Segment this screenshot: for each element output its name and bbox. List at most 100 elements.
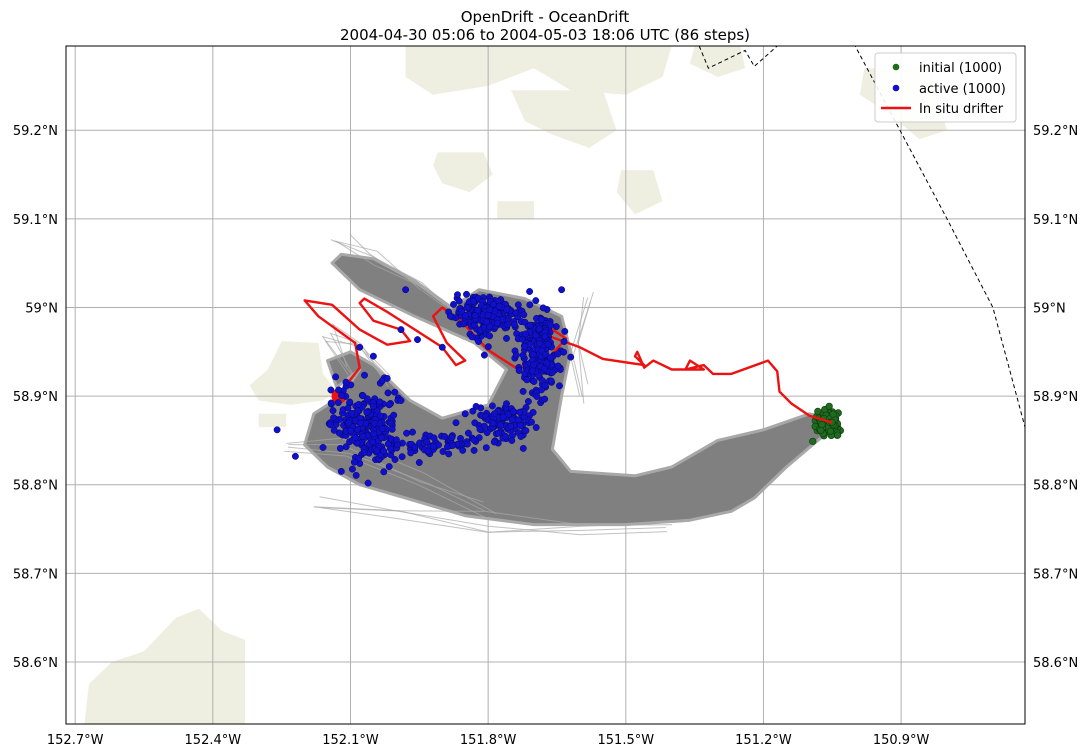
active-particle [377,434,385,441]
active-particle [291,452,299,460]
active-particle [329,407,337,415]
active-particle [441,433,449,440]
lon-tick-label: 150.9°W [873,733,930,748]
active-particle [397,397,405,404]
legend-active-marker [892,84,900,92]
active-particle [486,306,494,314]
active-particle [385,401,393,409]
active-particle [520,311,528,319]
lat-tick-label-left: 59.2°N [13,124,58,139]
active-particle [547,354,555,362]
active-particle [475,338,482,345]
active-particle [454,291,461,299]
active-particle [355,401,363,408]
active-particle [439,448,447,455]
active-particle [508,416,516,424]
active-particle [482,444,490,452]
active-particle [526,288,534,295]
active-particle [567,353,575,361]
trajectory-line [329,332,386,383]
active-particle [560,348,568,356]
active-particle [543,359,551,367]
active-particle [529,351,537,359]
active-particle [560,338,568,345]
active-particle [503,400,510,408]
active-particle [516,408,524,416]
active-particle [524,398,532,405]
active-particle [319,444,327,451]
active-particle [414,336,421,344]
active-particle [528,367,536,375]
active-particle [526,321,534,329]
lat-tick-label-left: 58.6°N [13,656,58,671]
active-particle [330,414,338,422]
active-particle [558,286,566,294]
lat-tick-label-right: 59.1°N [1033,213,1078,228]
lon-tick-label: 151.5°W [598,733,655,748]
active-particle [391,388,399,396]
active-particle [483,318,490,326]
active-particle [547,321,554,329]
active-particle [503,306,511,314]
active-particle [450,300,457,308]
active-particle [376,398,384,406]
active-particle [499,413,507,421]
trajectory-line [319,496,667,536]
active-particle [376,412,384,420]
lat-tick-label-right: 58.9°N [1033,390,1078,405]
active-particle [464,429,472,437]
active-particle [369,402,377,410]
land-patch [616,170,663,215]
active-particle [332,373,340,381]
active-particle [561,327,569,335]
active-particle [445,450,453,458]
active-particle [424,447,432,455]
active-particle [459,446,467,454]
active-particle [522,427,530,435]
active-particle [370,430,378,438]
active-particle [398,453,406,461]
active-particle [530,361,538,369]
active-particle [350,458,358,466]
lon-tick-label: 152.1°W [322,733,379,748]
active-particle [452,419,460,427]
lat-tick-label-left: 58.8°N [13,479,58,494]
initial-particle [829,410,837,418]
active-particle [532,424,540,431]
active-particle [463,304,471,312]
active-particle [503,334,510,342]
active-particle [409,428,416,436]
active-particle [385,463,393,471]
active-particle [403,429,411,437]
legend-active-label: active (1000) [919,82,1006,97]
active-particle [448,433,456,441]
lat-tick-label-left: 58.7°N [13,567,58,582]
active-particle [547,377,555,385]
land-patch [258,413,287,428]
trajectory-line [335,240,454,312]
active-particle [387,419,395,427]
lat-tick-label-left: 59.1°N [13,213,58,228]
active-particle [497,421,504,429]
initial-particle [826,427,835,435]
active-particle [462,312,469,320]
active-particle [371,420,378,427]
active-particle [490,410,498,418]
lat-tick-label-right: 58.7°N [1033,567,1078,582]
active-particle [411,443,419,451]
active-particle [526,301,534,309]
trajectory-line [331,323,389,388]
active-particle [490,438,498,446]
active-particle [514,416,522,424]
active-particle [515,367,523,374]
active-particle [327,399,335,407]
active-particle [539,304,547,312]
initial-particle [814,407,822,416]
lon-tick-label: 151.2°W [735,733,792,748]
initial-particle [825,402,833,410]
lat-tick-label-right: 58.6°N [1033,656,1078,671]
active-particle [348,465,356,473]
legend-initial-label: initial (1000) [919,61,1002,76]
active-particle [449,441,457,449]
active-particle [519,444,527,452]
